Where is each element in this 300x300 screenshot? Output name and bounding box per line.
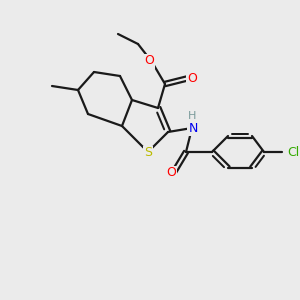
Text: H: H [188,111,196,121]
Text: O: O [166,167,176,179]
Text: S: S [144,146,152,160]
Text: O: O [187,71,197,85]
Text: O: O [144,55,154,68]
Text: Cl: Cl [287,146,299,158]
Text: N: N [188,122,198,134]
